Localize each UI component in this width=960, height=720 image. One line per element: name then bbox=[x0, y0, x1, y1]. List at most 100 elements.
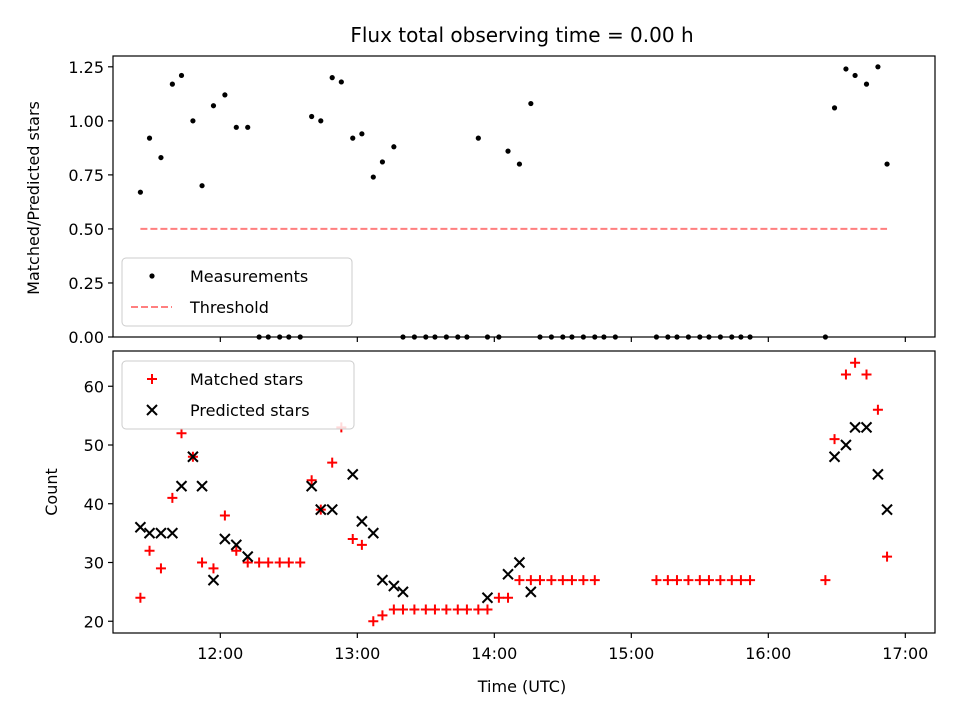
matched-stars-point bbox=[829, 434, 840, 445]
measurement-point bbox=[370, 174, 376, 180]
matched-stars-point bbox=[514, 575, 525, 586]
measurement-point bbox=[875, 64, 881, 70]
predicted-stars-point bbox=[367, 527, 380, 539]
predicted-stars-point bbox=[305, 480, 318, 492]
measurement-point bbox=[852, 72, 858, 79]
predicted-stars-point bbox=[326, 503, 338, 516]
matched-stars-point bbox=[840, 369, 851, 380]
legend-label: Predicted stars bbox=[190, 401, 310, 420]
legend-label: Measurements bbox=[190, 267, 308, 286]
y-tick-label: 0.00 bbox=[68, 328, 104, 347]
predicted-stars-point bbox=[134, 521, 147, 533]
matched-stars-point bbox=[397, 604, 408, 615]
predicted-stars-point bbox=[397, 586, 409, 598]
measurement-point bbox=[391, 144, 397, 150]
y-tick-label: 1.00 bbox=[68, 112, 104, 131]
predicted-stars-point bbox=[207, 574, 220, 586]
top-panel: 0.00 0.25 0.50 0.75 1.00 1.25 Measurements Thre… bbox=[68, 55, 936, 347]
chart-title: Flux total observing time = 0.00 h bbox=[350, 23, 693, 47]
matched-stars-point bbox=[683, 575, 694, 586]
matched-stars-point bbox=[850, 357, 861, 368]
predicted-stars-point bbox=[196, 480, 208, 492]
legend-predicted-swatch bbox=[146, 404, 158, 416]
matched-stars-point bbox=[377, 610, 388, 621]
matched-stars-point bbox=[745, 575, 756, 586]
predicted-stars-point bbox=[242, 550, 254, 563]
measurement-point bbox=[505, 148, 511, 154]
measurement-point bbox=[843, 66, 849, 72]
x-tick-label: 17:00 bbox=[882, 644, 928, 663]
matched-stars-point bbox=[197, 557, 208, 568]
predicted-stars-point bbox=[872, 468, 884, 481]
matched-stars-point bbox=[429, 604, 440, 615]
matched-stars-point bbox=[263, 557, 274, 568]
matched-stars-point bbox=[715, 575, 726, 586]
matched-stars-point bbox=[327, 457, 338, 468]
y-tick-label: 20 bbox=[84, 612, 104, 631]
measurement-point bbox=[199, 183, 205, 189]
predicted-stars-point bbox=[143, 527, 156, 539]
matched-stars-point bbox=[589, 575, 600, 586]
predicted-stars-point bbox=[828, 451, 841, 463]
matched-stars-point bbox=[694, 575, 705, 586]
measurement-point bbox=[222, 92, 228, 98]
predicted-stars-point bbox=[840, 439, 852, 451]
matched-stars-point bbox=[726, 575, 737, 586]
x-tick-label: 15:00 bbox=[608, 644, 654, 663]
measurement-point bbox=[831, 105, 838, 111]
predicted-stars-point bbox=[481, 592, 494, 604]
matched-stars-point bbox=[557, 575, 568, 586]
x-tick-label: 13:00 bbox=[334, 644, 380, 663]
matched-stars-point bbox=[735, 575, 746, 586]
matched-stars-point bbox=[155, 563, 166, 574]
legend-measurements-swatch bbox=[149, 273, 155, 279]
matched-stars-point bbox=[662, 575, 673, 586]
measurement-point bbox=[863, 81, 870, 87]
matched-stars-point bbox=[503, 592, 514, 603]
y-tick-label: 40 bbox=[84, 495, 104, 514]
matched-stars-point bbox=[295, 557, 306, 568]
legend: Matched stars Predicted stars bbox=[121, 360, 355, 430]
measurement-point bbox=[178, 72, 185, 79]
predicted-stars-point bbox=[187, 451, 199, 463]
predicted-stars-point bbox=[525, 586, 537, 598]
y-tick-label: 50 bbox=[84, 436, 104, 455]
predicted-stars-point bbox=[230, 539, 243, 551]
legend-label: Matched stars bbox=[190, 370, 303, 389]
measurement-point bbox=[379, 159, 386, 165]
measurement-point bbox=[475, 135, 481, 141]
measurement-point bbox=[359, 131, 365, 137]
predicted-stars-point bbox=[219, 533, 231, 545]
y-tick-label: 0.75 bbox=[68, 166, 104, 185]
measurement-point bbox=[350, 135, 356, 141]
x-tick-label: 12:00 bbox=[197, 644, 243, 663]
measurement-point bbox=[210, 103, 217, 109]
predicted-stars-point bbox=[502, 568, 514, 580]
predicted-stars-point bbox=[860, 421, 873, 434]
matched-stars-point bbox=[388, 604, 399, 615]
matched-stars-point bbox=[566, 575, 577, 586]
matched-stars-point bbox=[452, 604, 463, 615]
legend-label: Threshold bbox=[189, 298, 269, 317]
matched-stars-point bbox=[861, 369, 872, 380]
matched-stars-point bbox=[872, 404, 883, 415]
matched-stars-point bbox=[534, 575, 545, 586]
legend-frame bbox=[121, 257, 353, 327]
predicted-stars-point bbox=[356, 515, 368, 528]
bottom-y-axis-label: Count bbox=[42, 468, 61, 516]
measurement-point bbox=[158, 154, 164, 161]
measurement-point bbox=[137, 189, 143, 195]
x-tick-label: 16:00 bbox=[745, 644, 791, 663]
x-axis-label: Time (UTC) bbox=[477, 677, 566, 696]
measurement-point bbox=[309, 113, 315, 120]
y-tick-label: 1.25 bbox=[68, 58, 104, 77]
matched-stars-point bbox=[208, 563, 219, 574]
predicted-stars-point bbox=[388, 580, 400, 592]
legend: Measurements Threshold bbox=[121, 257, 353, 327]
matched-stars-point bbox=[461, 604, 472, 615]
matched-stars-point bbox=[703, 575, 714, 586]
measurement-point bbox=[516, 161, 523, 167]
matched-stars-point bbox=[493, 592, 504, 603]
y-tick-label: 0.25 bbox=[68, 274, 104, 293]
matched-stars-point bbox=[254, 557, 265, 568]
